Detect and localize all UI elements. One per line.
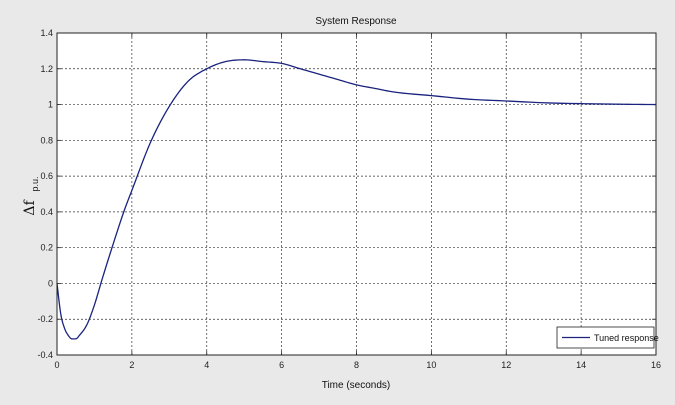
plot-frame: [56, 32, 657, 356]
y-tick-label: 0.4: [40, 207, 53, 217]
y-tick-label: 0.8: [40, 135, 53, 145]
x-tick-label: 12: [501, 360, 511, 370]
legend: Tuned response: [556, 326, 659, 349]
x-tick-label: 6: [279, 360, 284, 370]
x-tick-label: 16: [651, 360, 661, 370]
y-tick-label: -0.2: [37, 314, 53, 324]
x-axis-label: Time (seconds): [322, 380, 391, 391]
legend-box: [556, 326, 655, 349]
x-tick-label: 2: [129, 360, 134, 370]
grid: [57, 33, 656, 355]
series-line-tuned-response: [56, 59, 657, 340]
y-tick-label: 0.2: [40, 243, 53, 253]
x-tick-label: 0: [54, 360, 59, 370]
y-tick-label: 0.6: [40, 171, 53, 181]
y-tick-label: 0: [48, 278, 53, 288]
x-tick-label: 8: [354, 360, 359, 370]
y-axis-label: Δf p.u.: [22, 176, 40, 215]
x-tick-label: 14: [576, 360, 586, 370]
y-axis-label-symbol: Δf: [22, 199, 38, 216]
x-tick-label: 4: [204, 360, 209, 370]
x-tick-label: 10: [426, 360, 436, 370]
y-tick-label: -0.4: [37, 350, 53, 360]
y-tick-label: 1.2: [40, 64, 53, 74]
series-layer: [56, 59, 657, 340]
axis-ticks: 0 2 4 6 8 10 12 14 16 -0.4 -0.2 0 0.2 0.4 0.6 0.8 1 1.2 1.…: [37, 28, 661, 370]
legend-label-tuned-response: Tuned response: [594, 333, 659, 343]
y-tick-label: 1.4: [40, 28, 53, 38]
y-axis-label-unit: p.u.: [30, 176, 40, 191]
chart-title: System Response: [315, 16, 397, 27]
y-tick-label: 1: [48, 100, 53, 110]
